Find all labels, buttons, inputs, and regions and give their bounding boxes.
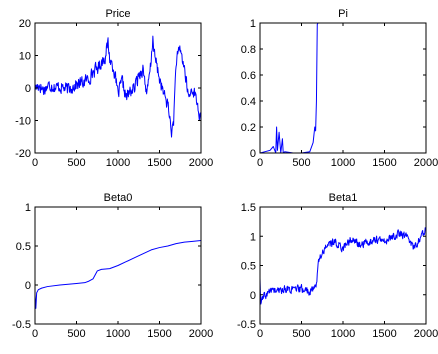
y-tick-label: 0.5 [16,241,31,253]
x-tick-label: 500 [67,157,85,169]
y-tick-label: 0 [25,280,31,292]
x-tick-label: 500 [292,328,310,340]
series-line [260,23,426,153]
y-tick-label: 20 [19,18,31,30]
x-tick-label: 0 [32,157,38,169]
y-tick-label: 0.5 [241,261,256,273]
subplot-pi: Pi 0 500 1000 1500 2000 0 0.2 0.4 0.6 0.8 1 [241,8,438,169]
x-tick-label: 1000 [106,328,130,340]
y-tick-label: 0.6 [241,70,256,82]
axes-frame [259,206,427,325]
y-tick-label: 1.5 [241,202,256,214]
chart-title: Beta0 [104,192,133,204]
x-tick-label: 1500 [372,157,396,169]
series-line [35,35,201,138]
y-tick-label: 1 [25,202,31,214]
y-tick-label: 0.2 [241,122,256,134]
x-tick-label: 0 [32,328,38,340]
y-tick-label: -20 [15,148,31,160]
y-tick-label: 1 [250,231,256,243]
x-tick-label: 500 [292,157,310,169]
x-tick-label: 1000 [106,157,130,169]
x-tick-label: 0 [257,157,263,169]
chart-title: Price [105,8,130,20]
series-line [35,240,201,309]
y-tick-label: 0.8 [241,44,256,56]
axes-frame [259,22,427,154]
series-line [260,227,426,305]
y-tick-label: 0.4 [241,96,256,108]
y-tick-label: -0.5 [237,319,256,331]
x-tick-label: 1000 [331,157,355,169]
subplot-price: Price 0 500 1000 1500 2000 -20 -10 0 10 20 [15,8,213,169]
x-tick-label: 1500 [147,328,171,340]
x-tick-label: 1500 [147,157,171,169]
x-tick-label: 1500 [372,328,396,340]
x-tick-label: 2000 [414,157,438,169]
y-tick-label: -10 [15,116,31,128]
chart-title: Beta1 [329,192,358,204]
x-tick-label: 2000 [189,328,213,340]
x-tick-label: 1000 [331,328,355,340]
y-tick-label: 0 [250,290,256,302]
y-tick-label: -0.5 [12,319,31,331]
y-tick-label: 1 [250,18,256,30]
y-tick-label: 0 [25,83,31,95]
x-tick-label: 500 [67,328,85,340]
chart-title: Pi [338,8,348,20]
y-tick-label: 10 [19,51,31,63]
x-tick-label: 2000 [414,328,438,340]
y-tick-label: 0 [250,148,256,160]
x-tick-label: 2000 [189,157,213,169]
x-tick-label: 0 [257,328,263,340]
